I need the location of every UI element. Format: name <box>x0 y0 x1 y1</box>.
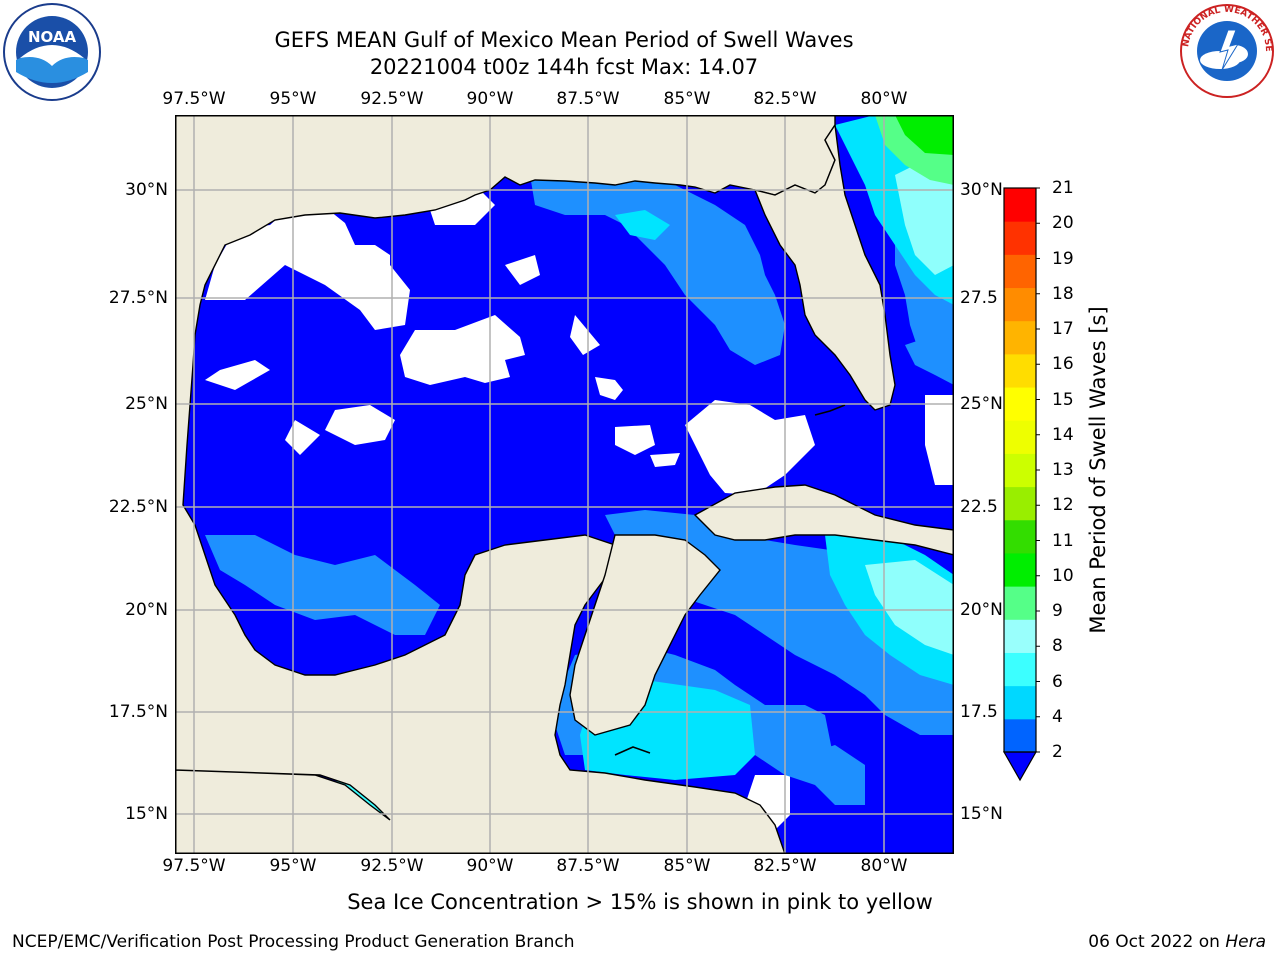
colorbar-swatch <box>1004 320 1036 355</box>
colorbar-swatch <box>1004 221 1036 255</box>
period-9-11s-areas <box>875 115 954 185</box>
colorbar-swatch <box>1004 652 1036 687</box>
footer-credit: NCEP/EMC/Verification Post Processing Pr… <box>12 932 575 952</box>
lon-tick-top: 92.5°W <box>360 89 424 109</box>
lon-tick-bottom: 80°W <box>860 856 908 876</box>
lon-tick-bottom: 85°W <box>663 856 711 876</box>
lon-tick-bottom: 82.5°W <box>753 856 817 876</box>
lon-tick-bottom: 92.5°W <box>360 856 424 876</box>
lat-tick-right: 20°N <box>960 600 1003 620</box>
footer-date-text: 06 Oct 2022 on <box>1088 932 1226 952</box>
florida-keys <box>614 404 846 756</box>
colorbar-tick-label: 12 <box>1052 495 1074 516</box>
lat-tick-left: 25°N <box>125 394 168 414</box>
lon-tick-bottom: 97.5°W <box>162 856 226 876</box>
colorbar-swatch <box>1004 552 1036 587</box>
map-frame <box>175 115 954 854</box>
colorbar-tick-label: 6 <box>1052 671 1063 692</box>
lat-tick-right: 30°N <box>960 180 1003 200</box>
nws-logo-icon: NATIONAL WEATHER SERVICE <box>1173 0 1278 100</box>
colorbar-swatch <box>1004 387 1036 421</box>
period-8-9s-areas <box>865 155 954 655</box>
colorbar-extend-arrow <box>1002 751 1038 782</box>
colorbar-swatch <box>1004 586 1036 620</box>
colorbar-swatch <box>1004 254 1036 289</box>
lon-tick-top: 80°W <box>860 89 908 109</box>
colorbar-swatch <box>1004 718 1036 753</box>
map-panel <box>175 115 954 854</box>
colorbar-tick-label: 2 <box>1052 742 1063 762</box>
colorbar-swatch <box>1004 188 1036 222</box>
colorbar-swatch <box>1004 453 1036 488</box>
lat-tick-right: 15°N <box>960 804 1003 824</box>
chart-subtitle: 20221004 t00z 144h fcst Max: 14.07 <box>369 55 759 79</box>
caption: Sea Ice Concentration > 15% is shown in … <box>347 890 933 914</box>
lat-tick-left: 15°N <box>125 804 168 824</box>
colorbar-tick-label: 8 <box>1052 636 1063 657</box>
colorbar-swatch <box>1004 519 1036 554</box>
lat-tick-right: 17.5 <box>960 702 998 722</box>
lat-tick-left: 30°N <box>125 180 168 200</box>
lon-tick-top: 95°W <box>269 89 317 109</box>
colorbar-tick-label: 11 <box>1052 530 1074 551</box>
gridlines <box>175 115 954 854</box>
colorbar-tick-label: 14 <box>1052 424 1074 445</box>
colorbar-swatch <box>1004 353 1036 388</box>
lat-tick-left: 22.5°N <box>108 497 168 517</box>
colorbar-swatch <box>1004 486 1036 521</box>
colorbar-tick-label: 15 <box>1052 389 1074 410</box>
lat-tick-right: 27.5 <box>960 288 998 308</box>
colorbar-tick-label: 20 <box>1052 213 1074 234</box>
colorbar-tick-label: 16 <box>1052 354 1074 375</box>
colorbar-tick-label: 19 <box>1052 248 1074 269</box>
noaa-logo-icon: NOAA <box>2 2 102 102</box>
colorbar-tick-label: 17 <box>1052 319 1074 339</box>
lon-tick-top: 90°W <box>466 89 514 109</box>
lon-tick-bottom: 90°W <box>466 856 514 876</box>
lat-tick-right: 25°N <box>960 394 1003 414</box>
lat-tick-left: 17.5°N <box>108 702 168 722</box>
land-masses <box>175 115 954 854</box>
lon-tick-bottom: 87.5°W <box>556 856 620 876</box>
lon-tick-top: 85°W <box>663 89 711 109</box>
colorbar <box>1002 187 1040 782</box>
lon-tick-top: 82.5°W <box>753 89 817 109</box>
lon-tick-top: 87.5°W <box>556 89 620 109</box>
lon-tick-bottom: 95°W <box>269 856 317 876</box>
colorbar-tick-label: 18 <box>1052 283 1074 304</box>
lat-tick-right: 22.5 <box>960 497 998 517</box>
lat-tick-left: 27.5°N <box>108 288 168 308</box>
colorbar-tick-label: 10 <box>1052 565 1074 586</box>
colorbar-tick-label: 9 <box>1052 601 1063 621</box>
colorbar-tick-label: 4 <box>1052 706 1063 727</box>
colorbar-swatch <box>1004 685 1036 720</box>
noaa-logo-text: NOAA <box>28 28 77 46</box>
footer-host: Hera <box>1225 932 1266 952</box>
footer-date: 06 Oct 2022 on Hera <box>1088 932 1266 952</box>
colorbar-swatch <box>1004 619 1036 653</box>
colorbar-tick-label: 21 <box>1052 178 1074 198</box>
lon-tick-top: 97.5°W <box>162 89 226 109</box>
lat-tick-left: 20°N <box>125 600 168 620</box>
colorbar-tick-label: 13 <box>1052 460 1074 480</box>
chart-title: GEFS MEAN Gulf of Mexico Mean Period of … <box>274 28 854 52</box>
no-data-areas <box>205 140 954 835</box>
colorbar-swatch <box>1004 287 1036 322</box>
colorbar-label: Mean Period of Swell Waves [s] <box>1086 306 1110 634</box>
colorbar-swatch <box>1004 420 1036 454</box>
